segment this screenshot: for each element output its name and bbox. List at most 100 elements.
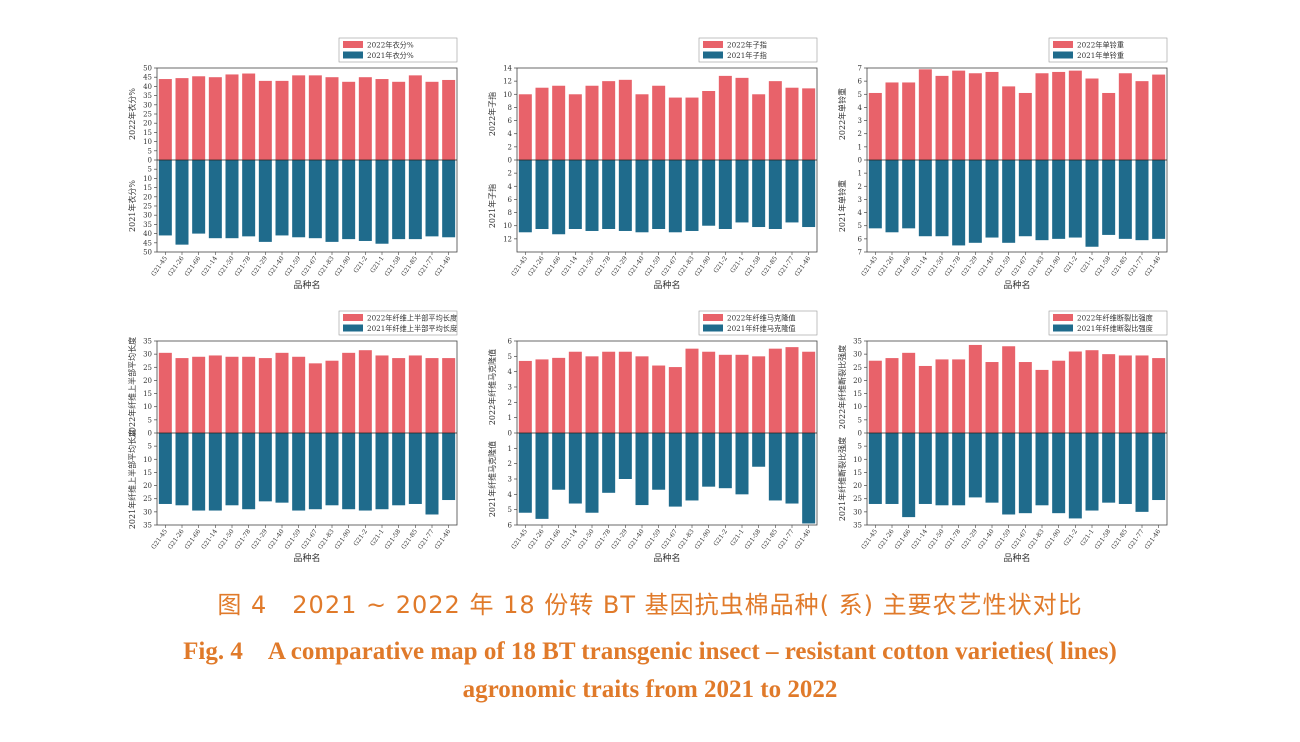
x-tick-label: G21-90	[694, 255, 713, 278]
bar-2022-G21-50	[225, 74, 239, 160]
y-axis-label-2021: 2021年纤维上半部平均长度	[127, 429, 137, 529]
y-tick-label: 35	[143, 221, 152, 229]
bar-2021-G21-1	[1085, 160, 1099, 247]
x-tick-label: G21-2	[352, 255, 369, 275]
bar-2021-G21-77	[425, 160, 439, 237]
y-tick-label: 35	[143, 92, 152, 100]
y-tick-label: 5	[148, 443, 152, 451]
bar-2022-G21-90	[342, 81, 356, 160]
bar-2022-G21-90	[702, 91, 716, 160]
bar-2022-G21-1	[1085, 350, 1099, 433]
x-axis-label: 品种名	[1003, 279, 1030, 291]
legend-label-2021: 2021年纤维上半部平均长度	[367, 324, 457, 333]
x-axis-label: 品种名	[1003, 552, 1030, 564]
bar-2021-G21-67	[668, 160, 682, 233]
y-tick-label: 8	[508, 104, 512, 112]
x-tick-label: G21-90	[334, 255, 353, 278]
bar-2022-G21-40	[635, 94, 649, 160]
bar-2021-G21-46	[802, 433, 816, 524]
bar-2021-G21-90	[342, 433, 356, 510]
bar-2022-G21-78	[242, 73, 256, 160]
bar-2022-G21-67	[1018, 92, 1032, 160]
bar-2022-G21-50	[585, 356, 599, 433]
y-tick-label: 40	[143, 230, 152, 238]
bar-2021-G21-50	[225, 160, 239, 239]
legend-label-2021: 2021年纤维马克隆值	[727, 324, 796, 333]
y-tick-label: 1	[858, 170, 862, 178]
y-tick-label: 10	[503, 91, 512, 99]
legend-label-2022: 2022年纤维上半部平均长度	[367, 314, 457, 323]
bar-2022-G21-67	[1018, 362, 1032, 433]
bar-2021-G21-2	[718, 433, 732, 489]
bar-2021-G21-67	[308, 160, 322, 239]
bar-2022-G21-59	[652, 85, 666, 160]
bar-2021-G21-46	[1152, 433, 1166, 501]
bar-2021-G21-83	[685, 160, 699, 231]
bar-2022-G21-46	[802, 88, 816, 160]
legend-label-2022: 2022年子指	[727, 41, 767, 50]
y-tick-label: 0	[148, 157, 152, 165]
legend-swatch-2022	[703, 314, 723, 321]
y-tick-label: 4	[858, 104, 863, 112]
bar-2022-G21-45	[868, 92, 882, 160]
bar-2022-G21-77	[425, 81, 439, 160]
legend-swatch-2022	[1053, 41, 1073, 48]
y-tick-label: 4	[508, 183, 513, 191]
bar-2022-G21-29	[618, 79, 632, 160]
y-tick-label: 0	[508, 430, 512, 438]
bar-2022-G21-29	[618, 351, 632, 433]
legend-swatch-2022	[703, 41, 723, 48]
bar-2022-G21-58	[752, 94, 766, 160]
x-tick-label: G21-46	[1144, 255, 1163, 278]
bar-2022-G21-90	[1052, 71, 1066, 160]
y-tick-label: 0	[858, 157, 862, 165]
bar-2022-G21-77	[425, 358, 439, 433]
y-tick-label: 2	[508, 170, 512, 178]
y-tick-label: 12	[503, 78, 512, 86]
bar-2022-G21-50	[935, 359, 949, 433]
y-tick-label: 6	[508, 522, 513, 530]
bar-2022-G21-40	[635, 356, 649, 433]
bar-2022-G21-77	[785, 87, 799, 160]
legend-swatch-2021	[1053, 51, 1073, 59]
bar-2022-G21-26	[175, 358, 189, 433]
y-tick-label: 10	[143, 403, 152, 411]
bar-2021-G21-66	[192, 160, 206, 234]
bar-2022-G21-77	[1135, 355, 1149, 433]
bar-2022-G21-45	[868, 360, 882, 433]
bar-2022-G21-26	[885, 82, 899, 160]
bar-2022-G21-90	[342, 352, 356, 433]
bar-2021-G21-2	[358, 160, 372, 241]
bar-2021-G21-58	[1102, 433, 1116, 503]
bar-2021-G21-26	[885, 433, 899, 504]
bar-2022-G21-2	[718, 354, 732, 433]
bar-2022-G21-40	[275, 80, 289, 160]
bar-2021-G21-59	[652, 433, 666, 490]
legend-swatch-2021	[703, 51, 723, 59]
caption-english-line-1: Fig. 4 A comparative map of 18 BT transg…	[183, 638, 1117, 665]
bar-2021-G21-50	[585, 433, 599, 513]
bar-2022-G21-1	[1085, 78, 1099, 160]
bar-2021-G21-14	[568, 433, 582, 504]
bar-2021-G21-58	[752, 433, 766, 467]
bar-2022-G21-46	[802, 351, 816, 433]
bar-2021-G21-66	[902, 433, 916, 518]
bar-2022-G21-50	[225, 356, 239, 433]
bar-2022-G21-77	[1135, 81, 1149, 160]
y-tick-label: 4	[508, 491, 513, 499]
bar-2021-G21-45	[518, 160, 532, 233]
bar-2022-G21-58	[392, 81, 406, 160]
bar-2022-G21-14	[568, 351, 582, 433]
y-tick-label: 5	[858, 222, 862, 230]
bar-2022-G21-26	[885, 358, 899, 433]
y-tick-label: 5	[148, 416, 152, 424]
y-tick-label: 4	[508, 368, 513, 376]
y-tick-label: 10	[503, 222, 512, 230]
x-tick-label: G21-1	[729, 255, 746, 275]
y-tick-label: 2	[858, 130, 862, 138]
y-tick-label: 35	[143, 522, 152, 530]
bar-2022-G21-85	[1118, 355, 1132, 433]
bar-2021-G21-90	[702, 160, 716, 226]
chart-fiber-strength: 0510152025303551015202530352022年纤维断裂比强度2…	[837, 310, 1168, 564]
bar-2022-G21-58	[752, 356, 766, 433]
